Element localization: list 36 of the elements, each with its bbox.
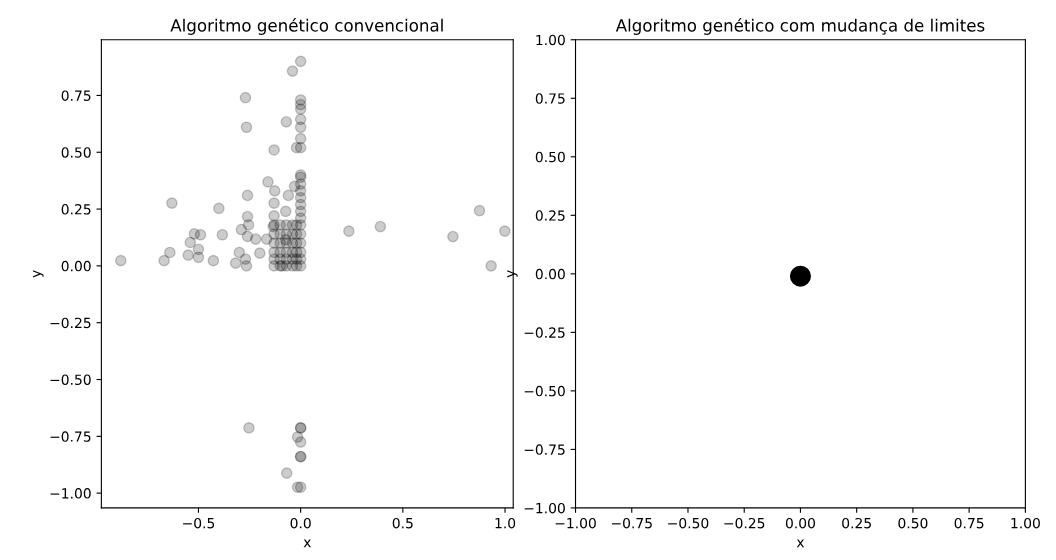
y-tick-label: 0.75	[61, 90, 91, 101]
y-tick-label: −1.00	[524, 502, 565, 514]
x-tick-label: −0.5	[183, 517, 215, 529]
y-tick-label: −0.25	[50, 317, 91, 329]
x-tick-label: 0.00	[785, 517, 815, 529]
y-tick-label: 0.00	[61, 260, 91, 272]
y-tick-label: 0.75	[535, 93, 565, 104]
y-tick-label: −0.50	[50, 374, 91, 385]
x-tick-label: 0.5	[392, 517, 413, 529]
x-tick-label: −0.25	[724, 517, 765, 529]
y-tick-label: −0.25	[524, 327, 565, 338]
x-tick-label: −1.00	[555, 517, 596, 529]
x-tick-label: 1.0	[495, 517, 516, 529]
y-axis-title: y	[33, 270, 44, 278]
x-tick-label: 1.00	[1011, 517, 1040, 529]
x-tick-label: 0.25	[842, 517, 871, 529]
y-tick-label: −0.50	[524, 385, 565, 397]
x-tick-label: 0.50	[898, 517, 928, 529]
y-tick-label: 0.00	[535, 268, 565, 280]
x-tick-label: 0.75	[954, 517, 984, 529]
x-tick-label: −0.75	[611, 517, 652, 529]
x-axis-title: x	[303, 539, 311, 548]
x-tick-label: −0.50	[668, 517, 709, 529]
y-tick-label: 0.50	[535, 151, 565, 163]
y-tick-label: 0.50	[61, 147, 91, 158]
y-tick-label: −0.75	[50, 431, 91, 442]
y-axis-title: y	[507, 270, 518, 278]
x-tick-label: 0.0	[290, 517, 311, 529]
y-tick-label: 0.25	[61, 204, 91, 215]
y-tick-label: 0.25	[535, 210, 565, 221]
chart-title: Algoritmo genético convencional	[170, 18, 443, 35]
y-tick-label: 1.00	[536, 34, 565, 46]
y-tick-label: −0.75	[524, 444, 565, 455]
y-tick-label: −1.00	[50, 488, 91, 499]
chart-title: Algoritmo genético com mudança de limites	[615, 18, 985, 35]
x-axis-title: x	[796, 539, 805, 548]
